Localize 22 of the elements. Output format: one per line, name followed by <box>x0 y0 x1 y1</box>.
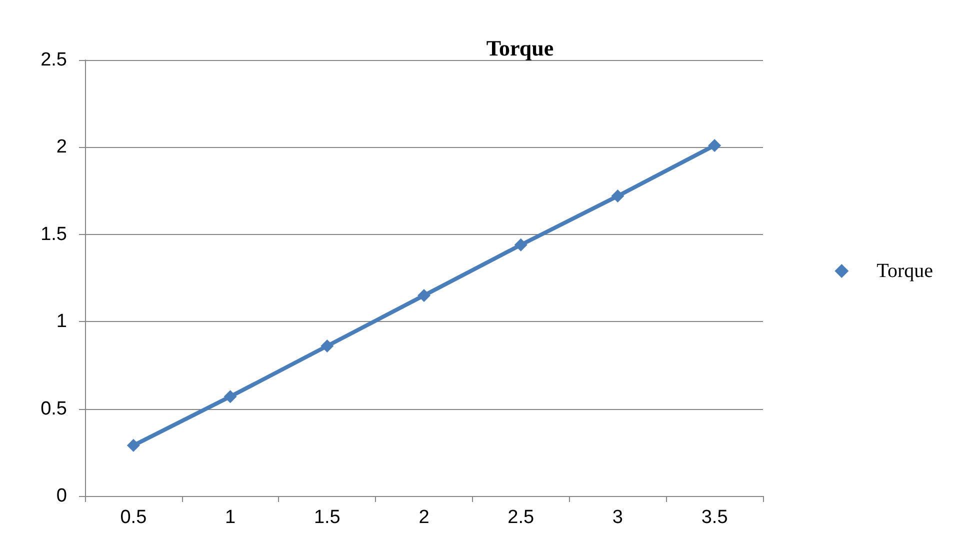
y-tick-label: 1 <box>56 311 67 332</box>
y-tick-label: 0 <box>56 486 67 506</box>
point <box>514 238 528 252</box>
point <box>708 138 722 152</box>
point <box>320 340 334 353</box>
x-tick-label: 1 <box>224 507 236 528</box>
chart-title: Torque <box>486 36 554 60</box>
point <box>126 438 140 452</box>
x-tick-label: 3.5 <box>701 507 728 528</box>
x-tick-label: 2 <box>418 507 430 528</box>
x-tick-label: 1.5 <box>314 507 340 528</box>
point <box>418 288 430 302</box>
x-tick-label: 3 <box>612 507 624 528</box>
y-tick-label: 0.5 <box>40 398 67 420</box>
y-tick-label: 2 <box>56 136 67 158</box>
legend-label: Torque <box>876 260 934 282</box>
y-tick-label: 1.5 <box>40 224 67 245</box>
x-tick-label: 0.5 <box>120 507 147 528</box>
y-tick-label: 2.5 <box>40 50 67 70</box>
point <box>611 190 624 203</box>
x-tick-label: 2.5 <box>508 507 534 528</box>
point <box>224 390 237 404</box>
